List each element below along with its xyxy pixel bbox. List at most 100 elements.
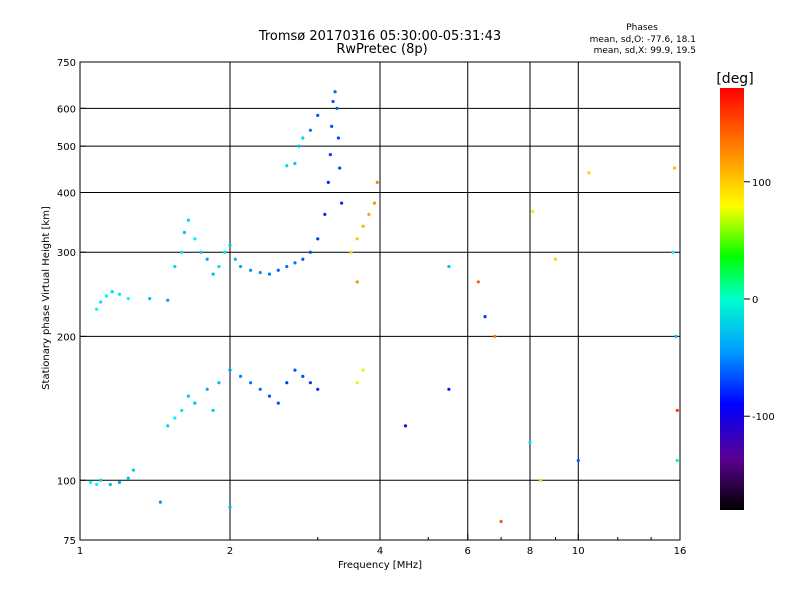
echo-point bbox=[148, 296, 152, 301]
phases-x-stats: mean, sd,X: 99.9, 19.5 bbox=[594, 46, 696, 56]
echo-point bbox=[403, 424, 408, 428]
echo-point bbox=[99, 300, 103, 304]
echo-point bbox=[126, 296, 130, 301]
x-tick-label: 16 bbox=[674, 546, 687, 557]
echo-point bbox=[285, 164, 289, 168]
echo-point bbox=[131, 468, 136, 472]
echo-point bbox=[331, 99, 335, 104]
x-tick-label: 1 bbox=[77, 546, 83, 557]
phases-heading: Phases bbox=[626, 23, 658, 33]
echo-point bbox=[285, 264, 289, 269]
colorbar bbox=[720, 88, 744, 510]
echo-point bbox=[355, 237, 359, 241]
echo-point bbox=[528, 440, 532, 445]
echo-point bbox=[238, 264, 243, 269]
echo-point bbox=[338, 166, 342, 170]
echo-point bbox=[173, 264, 177, 269]
y-tick-label: 75 bbox=[63, 536, 76, 547]
echo-point bbox=[285, 381, 289, 385]
y-tick-label: 600 bbox=[57, 104, 76, 115]
echo-point bbox=[173, 416, 177, 420]
echo-point bbox=[166, 424, 170, 428]
x-axis-ticks: 1 2 4 6 8 10 16 bbox=[77, 534, 687, 557]
echo-point bbox=[95, 482, 99, 487]
echo-point bbox=[316, 387, 320, 391]
echo-point bbox=[211, 272, 215, 276]
echo-point bbox=[301, 374, 305, 378]
echo-point bbox=[211, 408, 215, 413]
echo-point bbox=[180, 250, 184, 254]
echo-point bbox=[675, 408, 679, 413]
echo-point bbox=[293, 261, 297, 265]
x-tick-label: 2 bbox=[227, 546, 233, 557]
echo-point bbox=[228, 505, 232, 509]
echo-point bbox=[126, 476, 130, 480]
echo-point bbox=[531, 209, 535, 214]
echo-point bbox=[447, 387, 451, 391]
y-axis-label: Stationary phase Virtual Height [km] bbox=[41, 206, 52, 390]
colorbar-label: [deg] bbox=[716, 71, 753, 87]
echo-point bbox=[186, 218, 190, 222]
chart-title: Tromsø 20170316 05:30:00-05:31:43 bbox=[258, 29, 501, 44]
echo-point bbox=[199, 250, 203, 254]
colorbar-tick-label: 0 bbox=[752, 295, 758, 306]
echo-point bbox=[483, 315, 487, 319]
echo-point bbox=[99, 478, 103, 482]
x-tick-label: 8 bbox=[527, 546, 533, 557]
echo-point bbox=[276, 401, 280, 405]
echo-point bbox=[538, 478, 543, 482]
x-tick-label: 10 bbox=[572, 546, 585, 557]
echo-point bbox=[238, 374, 243, 378]
y-tick-label: 100 bbox=[57, 476, 76, 487]
echo-point bbox=[217, 264, 221, 269]
echo-point bbox=[95, 307, 99, 311]
echo-point bbox=[326, 180, 330, 184]
echo-point bbox=[117, 480, 122, 484]
echo-point bbox=[293, 368, 297, 372]
echo-point bbox=[276, 268, 280, 272]
echo-point bbox=[193, 401, 197, 405]
x-tick-label: 4 bbox=[377, 546, 383, 557]
echo-point bbox=[674, 334, 678, 338]
echo-point bbox=[671, 250, 675, 254]
chart-subtitle: RwPretec (8p) bbox=[336, 42, 427, 57]
echo-point bbox=[88, 480, 93, 484]
echo-point bbox=[205, 257, 209, 261]
echo-point bbox=[301, 136, 305, 140]
echo-point bbox=[308, 128, 313, 132]
echo-point bbox=[249, 381, 253, 385]
echo-point bbox=[308, 381, 313, 385]
echo-point bbox=[375, 180, 379, 184]
echo-point bbox=[108, 482, 112, 487]
echo-point bbox=[476, 280, 480, 284]
echo-point bbox=[587, 171, 591, 175]
echo-point bbox=[217, 381, 221, 385]
echo-point bbox=[117, 292, 122, 296]
colorbar-ticks: 100 0 -100 bbox=[744, 178, 775, 423]
echo-point bbox=[222, 250, 227, 254]
echo-point bbox=[372, 201, 377, 205]
echo-point bbox=[267, 272, 272, 276]
echo-point bbox=[104, 294, 109, 298]
echo-point bbox=[228, 368, 232, 372]
echo-point bbox=[355, 280, 359, 284]
echo-point bbox=[328, 153, 332, 157]
echo-point bbox=[293, 161, 297, 166]
y-tick-label: 500 bbox=[57, 142, 76, 153]
echo-point bbox=[340, 201, 344, 205]
echo-point bbox=[301, 257, 305, 261]
y-axis-ticks: 75 100 200 300 400 500 600 750 bbox=[57, 58, 86, 547]
echo-point bbox=[180, 408, 184, 413]
echo-point bbox=[336, 136, 340, 140]
echo-point bbox=[323, 212, 327, 216]
echo-point bbox=[672, 166, 677, 170]
echo-point bbox=[333, 90, 337, 94]
echo-point bbox=[499, 519, 503, 524]
x-axis-label: Frequency [MHz] bbox=[338, 560, 422, 571]
echo-point bbox=[267, 394, 272, 398]
echo-point bbox=[553, 257, 558, 261]
echo-point bbox=[205, 387, 209, 391]
echo-point bbox=[182, 230, 186, 235]
echo-point bbox=[193, 237, 197, 241]
echo-point bbox=[158, 500, 163, 504]
